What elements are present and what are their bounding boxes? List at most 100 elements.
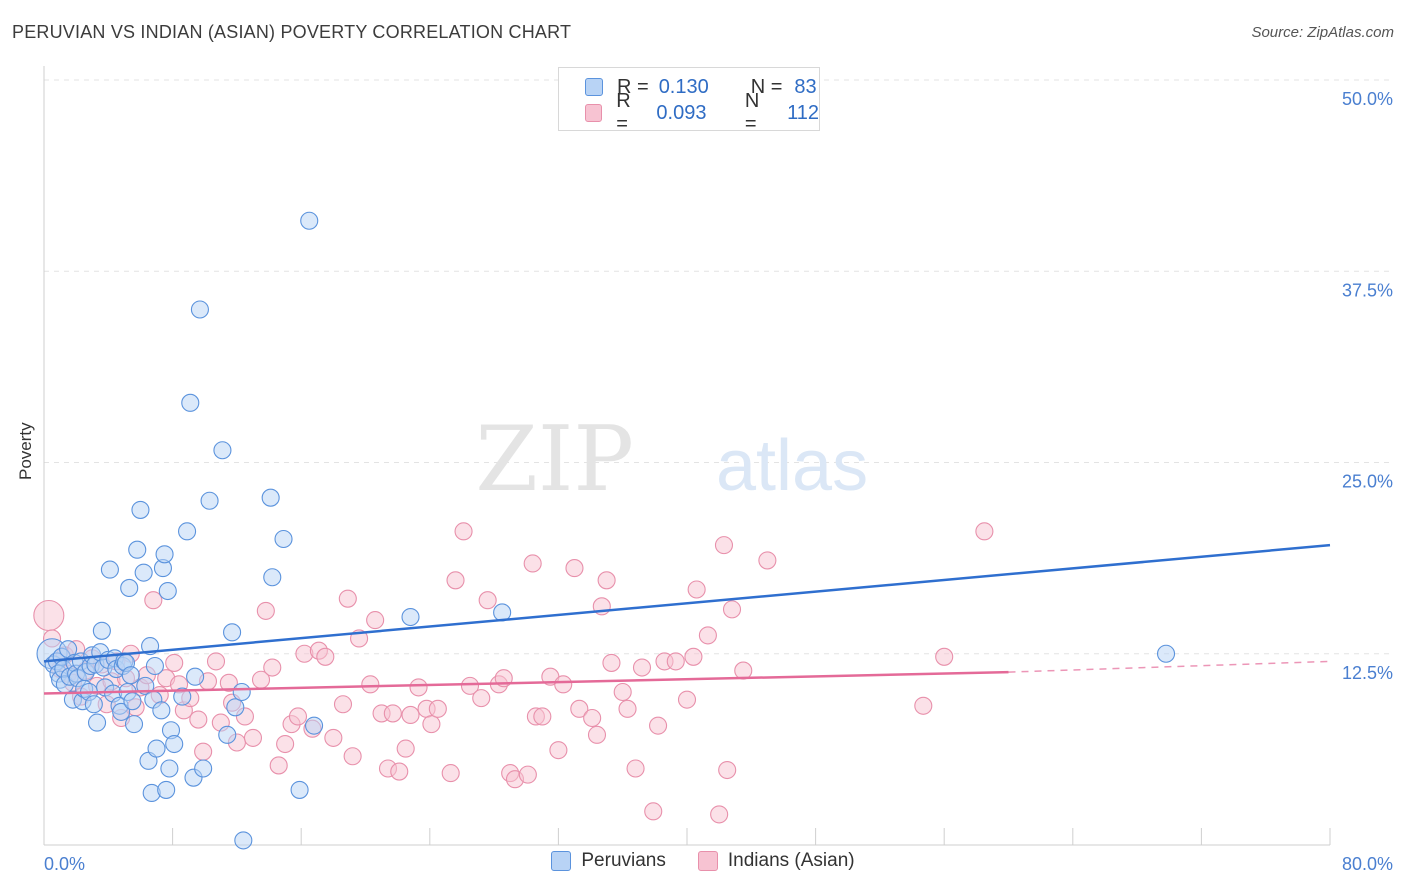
pink-point	[554, 675, 573, 694]
y-tick-label: 25.0%	[1342, 472, 1393, 492]
blue-point	[134, 563, 153, 582]
blue-point	[112, 702, 131, 721]
y-tick-label: 37.5%	[1342, 280, 1393, 300]
pink-point	[533, 707, 552, 726]
pink-point	[269, 756, 288, 775]
pink-point	[390, 762, 409, 781]
blue-point	[263, 568, 282, 587]
legend-item-peruvians[interactable]: Peruvians	[551, 850, 666, 872]
blue-point	[194, 759, 213, 778]
x-tick-label: 0.0%	[44, 854, 85, 874]
legend-swatch-blue	[585, 78, 603, 96]
chart-title: PERUVIAN VS INDIAN (ASIAN) POVERTY CORRE…	[12, 22, 572, 42]
blue-point	[84, 695, 103, 714]
legend-swatch-pink	[585, 104, 603, 122]
legend-row-peruvians: R = 0.130 N = 83	[585, 75, 817, 99]
legend-item-indians-asian[interactable]: Indians (Asian)	[697, 850, 855, 872]
blue-point	[165, 734, 184, 754]
pink-point	[666, 652, 685, 671]
blue-point	[123, 692, 142, 711]
blue-point	[87, 713, 107, 732]
pink-point	[518, 765, 537, 784]
pink-point	[276, 734, 295, 754]
pink-point	[422, 715, 441, 734]
pink-point	[734, 661, 753, 680]
blue-point	[226, 698, 245, 717]
pink-point	[206, 652, 226, 671]
pink-point	[710, 805, 729, 824]
pink-point	[361, 675, 380, 694]
peruvians-trend-line	[43, 543, 1331, 663]
blue-point	[173, 687, 192, 706]
pink-point	[383, 704, 402, 723]
pink-point	[587, 725, 607, 744]
pink-point	[618, 699, 637, 718]
pink-point	[677, 690, 697, 709]
blue-point	[401, 607, 420, 627]
blue-point	[121, 666, 140, 685]
pink-point	[626, 759, 645, 778]
blue-point	[1156, 644, 1176, 663]
pink-point	[570, 699, 589, 718]
watermark-atlas: atlas	[716, 426, 868, 506]
pink-point	[644, 802, 663, 821]
pink-point	[409, 678, 428, 697]
legend-label-indians-asian: Indians (Asian)	[727, 850, 855, 871]
blue-point	[128, 540, 147, 559]
pink-point	[256, 601, 275, 620]
pink-point	[684, 647, 703, 666]
stats-legend: R = 0.130 N = 83 R = 0.093 N = 112	[558, 67, 820, 135]
blue-point	[100, 560, 119, 579]
legend-n-value: 112	[787, 101, 819, 124]
blue-point	[232, 682, 251, 702]
pink-point	[219, 673, 238, 692]
pink-point	[758, 551, 777, 570]
x-tick-label: 80.0%	[1342, 854, 1393, 874]
peruvians-points	[36, 211, 1176, 850]
pink-point	[914, 696, 933, 715]
blue-point	[305, 716, 324, 735]
watermark: ZIP atlas	[475, 407, 868, 512]
pink-point	[428, 699, 447, 718]
pink-point	[613, 682, 632, 702]
series-legend: Peruvians Indians (Asian)	[0, 850, 1406, 872]
blue-point	[131, 500, 150, 519]
blue-point	[200, 491, 219, 510]
indians-asian-points	[33, 522, 994, 824]
legend-n-value: 83	[794, 75, 817, 98]
pink-point	[478, 591, 497, 610]
blue-point	[274, 529, 293, 549]
blue-point	[160, 759, 179, 778]
pink-point	[649, 716, 668, 735]
legend-label-peruvians: Peruvians	[581, 850, 666, 871]
indians-trend-line	[43, 670, 1009, 695]
blue-point	[178, 522, 197, 541]
legend-r-label: R =	[617, 75, 649, 98]
blue-point	[186, 667, 205, 686]
pink-point	[446, 571, 465, 590]
pink-point	[565, 559, 584, 578]
pink-point	[632, 658, 652, 677]
blue-point	[155, 545, 174, 564]
pink-point	[243, 728, 263, 747]
blue-point	[92, 621, 111, 640]
blue-point	[300, 211, 319, 230]
blue-point	[147, 739, 166, 758]
pink-point	[288, 707, 308, 726]
blue-point	[152, 701, 171, 720]
pink-point	[333, 695, 353, 714]
pink-point	[583, 708, 602, 728]
blue-point	[124, 715, 144, 734]
pink-point	[165, 653, 184, 672]
indians-trend-extension	[1008, 660, 1331, 673]
blue-point	[157, 780, 176, 799]
blue-point	[158, 581, 177, 601]
pink-point	[366, 611, 385, 630]
blue-point	[218, 725, 237, 744]
pink-point	[316, 647, 335, 666]
pink-point	[698, 626, 717, 645]
pink-point	[396, 739, 415, 758]
pink-point	[602, 653, 621, 672]
grid-lines	[44, 79, 1390, 655]
